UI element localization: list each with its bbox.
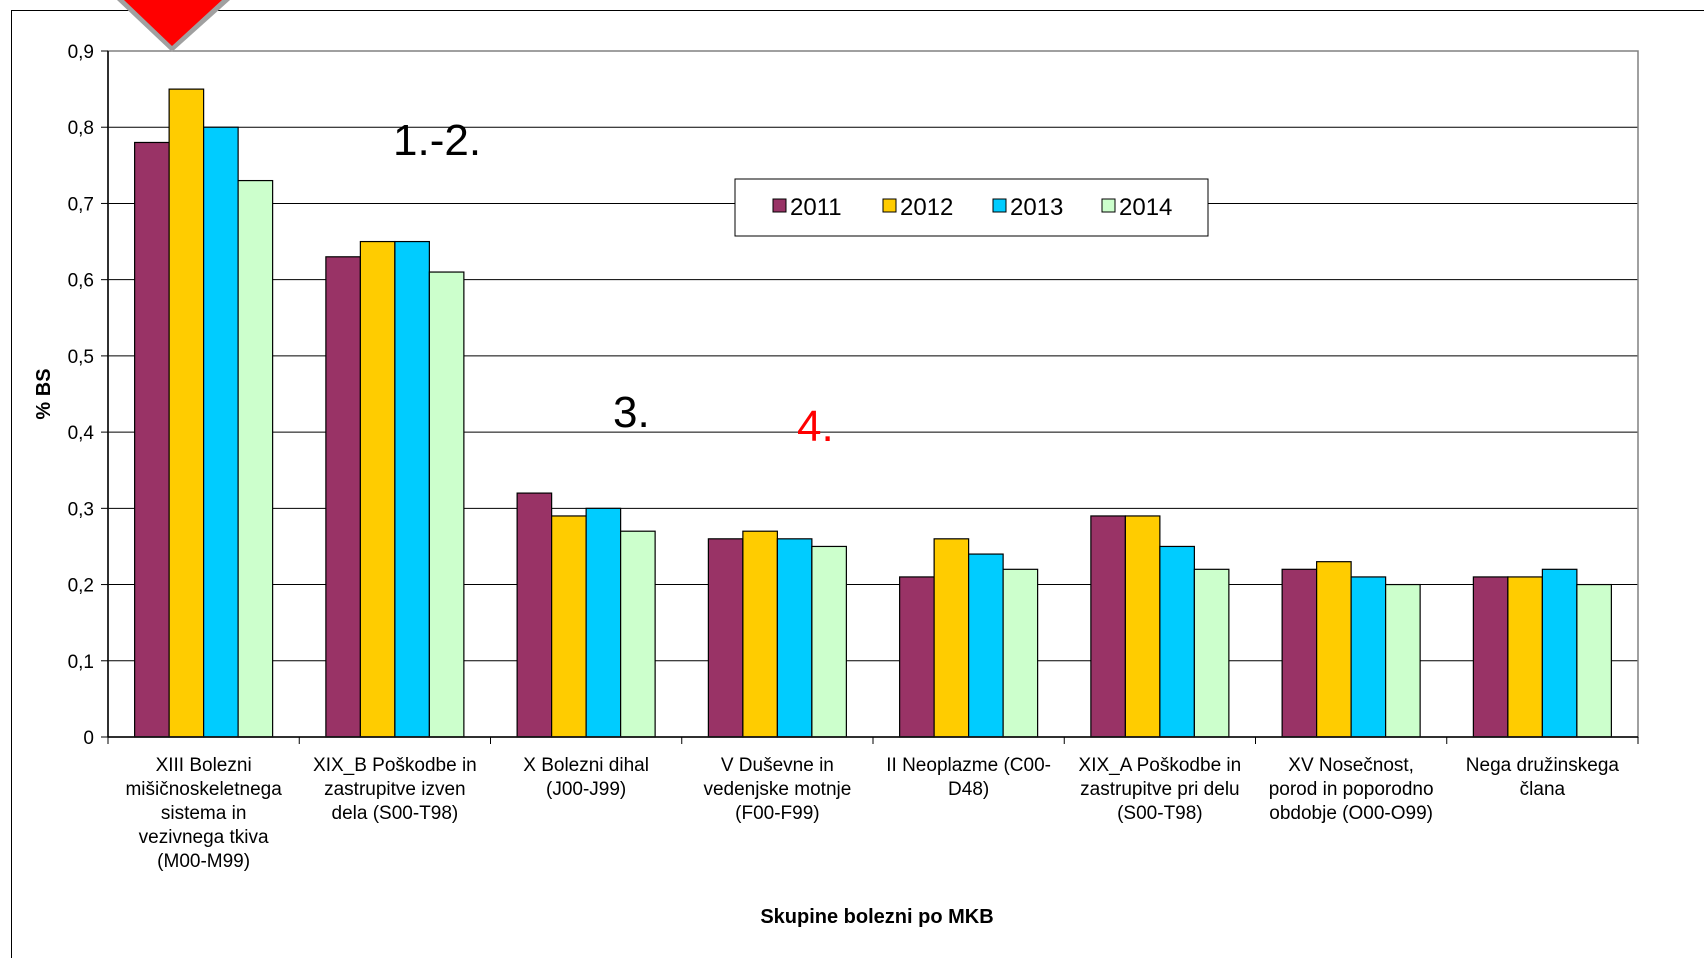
x-category-label-line: dela (S00-T98) xyxy=(332,803,459,824)
annotation-rank-4: 4. xyxy=(797,402,834,451)
bar-2012 xyxy=(168,88,205,738)
x-category-labels: XIII Bolezni mišičnoskeletnega sistema in v… xyxy=(125,755,1619,872)
bar-2013 xyxy=(585,507,622,738)
y-tick-label: 0,1 xyxy=(68,652,94,673)
y-tick-label: 0,4 xyxy=(68,423,95,444)
y-tick-labels: 0 0,1 0,2 0,3 0,4 0,5 0,6 0,7 0,8 0,9 xyxy=(68,42,95,749)
bar-2014 xyxy=(1385,583,1421,738)
bar-2011 xyxy=(1472,576,1509,738)
x-category-label-line: zastrupitve pri delu xyxy=(1080,779,1239,800)
bar-2011 xyxy=(1281,568,1318,738)
x-axis-title: Skupine bolezni po MKB xyxy=(760,906,993,928)
bar-2013 xyxy=(776,538,813,738)
bar-2012 xyxy=(742,530,778,738)
x-category-label-line: (J00-J99) xyxy=(546,779,626,800)
y-tick-label: 0,3 xyxy=(68,499,94,520)
y-tick-label: 0,5 xyxy=(68,347,94,368)
bar-2014 xyxy=(237,179,274,738)
x-category-label: X Bolezni dihal (J00-J99) xyxy=(523,755,649,800)
x-category-label-line: XIX_B Poškodbe in xyxy=(313,755,477,776)
legend: 2011 2012 2013 2014 xyxy=(734,178,1209,237)
x-category-label-line: vedenjske motnje xyxy=(703,779,851,800)
x-category-label-line: XIX_A Poškodbe in xyxy=(1079,755,1242,776)
bar-2011 xyxy=(134,141,170,738)
bar-2013 xyxy=(1350,576,1387,738)
bar-2013 xyxy=(968,553,1004,738)
chart-frame xyxy=(11,10,1704,958)
bar-2014 xyxy=(620,530,656,738)
bar-2012 xyxy=(359,240,396,738)
x-category-label-line: sistema in xyxy=(161,803,247,824)
y-tick-label: 0,2 xyxy=(68,576,94,597)
y-axis-title: % BS xyxy=(33,368,55,419)
axes xyxy=(101,50,1639,744)
bar-2014 xyxy=(1002,568,1039,738)
x-category-label-line: V Duševne in xyxy=(721,755,834,776)
y-tick-label: 0 xyxy=(83,728,94,749)
y-tick-label: 0,7 xyxy=(68,194,94,215)
bar-2014 xyxy=(1193,568,1230,738)
bar-2013 xyxy=(394,240,430,738)
x-category-label-line: (F00-F99) xyxy=(735,803,819,824)
x-category-label-line: X Bolezni dihal xyxy=(523,755,649,776)
legend-swatch-2014 xyxy=(1101,198,1116,213)
x-category-label-line: mišičnoskeletnega xyxy=(125,779,282,800)
x-category-label-line: obdobje (O00-O99) xyxy=(1269,803,1433,824)
bar-2011 xyxy=(516,492,553,738)
bar-2014 xyxy=(1576,583,1612,738)
legend-swatch-2012 xyxy=(882,198,897,213)
bar-2013 xyxy=(203,126,239,738)
bar-2013 xyxy=(1159,545,1195,738)
bar-2014 xyxy=(428,271,465,738)
legend-swatch-2011 xyxy=(772,198,787,213)
x-category-label-line: vezivnega tkiva xyxy=(139,827,269,848)
x-category-label-line: Nega družinskega xyxy=(1466,755,1620,776)
bar-2012 xyxy=(551,515,587,738)
legend-swatch-2013 xyxy=(992,198,1007,213)
x-category-label-line: D48) xyxy=(948,779,989,800)
bar-2012 xyxy=(933,538,970,738)
x-category-label-line: zastrupitve izven xyxy=(324,779,466,800)
x-category-label: V Duševne in vedenjske motnje (F00-F99) xyxy=(703,755,851,824)
x-category-label: XIX_B Poškodbe in zastrupitve izven dela (… xyxy=(313,755,477,824)
bar-2014 xyxy=(811,545,847,738)
x-category-label-line: (S00-T98) xyxy=(1117,803,1203,824)
y-tick-label: 0,9 xyxy=(68,42,94,63)
x-category-label-line: (M00-M99) xyxy=(157,851,250,872)
annotation-rank-3: 3. xyxy=(613,388,650,437)
bar-2011 xyxy=(707,538,744,738)
legend-label-2011: 2011 xyxy=(790,194,842,221)
bar-2011 xyxy=(325,256,361,738)
y-tick-label: 0,8 xyxy=(68,118,94,139)
bar-2012 xyxy=(1316,561,1352,738)
bar-2012 xyxy=(1124,515,1161,738)
x-category-label-line: II Neoplazme (C00- xyxy=(886,755,1051,776)
bar-2011 xyxy=(1090,515,1126,738)
bar-2013 xyxy=(1541,568,1578,738)
x-category-label: XIII Bolezni mišičnoskeletnega sistema in v… xyxy=(125,755,282,872)
bar-2011 xyxy=(899,576,935,738)
x-category-label-line: XV Nosečnost, xyxy=(1288,755,1414,776)
bar-2012 xyxy=(1507,576,1543,738)
legend-box xyxy=(734,178,1209,237)
x-category-label: XV Nosečnost, porod in poporodno obdobje (… xyxy=(1269,755,1434,824)
x-category-label: II Neoplazme (C00- D48) xyxy=(886,755,1051,800)
x-category-label-line: XIII Bolezni xyxy=(156,755,252,776)
bars xyxy=(134,88,1612,738)
x-category-label: XIX_A Poškodbe in zastrupitve pri delu (S0… xyxy=(1079,755,1242,824)
x-category-label: Nega družinskega člana xyxy=(1466,755,1620,800)
y-tick-label: 0,6 xyxy=(68,271,94,292)
legend-label-2013: 2013 xyxy=(1010,194,1063,221)
gridlines xyxy=(108,50,1638,662)
legend-label-2012: 2012 xyxy=(900,194,953,221)
x-category-label-line: člana xyxy=(1520,779,1566,800)
annotation-rank-1-2: 1.-2. xyxy=(393,116,481,165)
red-arrow-marker-icon xyxy=(117,0,230,52)
x-category-label-line: porod in poporodno xyxy=(1269,779,1434,800)
legend-label-2014: 2014 xyxy=(1119,194,1172,221)
